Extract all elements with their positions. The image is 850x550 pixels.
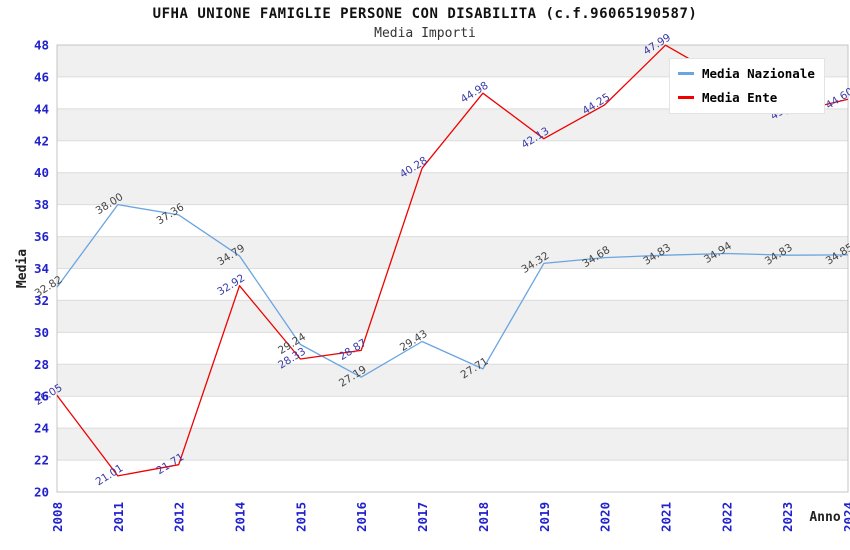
y-tick-label: 22 bbox=[34, 453, 49, 468]
y-tick-label: 26 bbox=[34, 389, 49, 404]
y-tick-label: 38 bbox=[34, 197, 49, 212]
plot-bands bbox=[57, 45, 848, 492]
chart-title: UFHA UNIONE FAMIGLIE PERSONE CON DISABIL… bbox=[152, 6, 698, 22]
x-tick-label: 2022 bbox=[719, 502, 734, 532]
y-tick-label: 36 bbox=[34, 229, 49, 244]
legend-swatch-nazionale-icon bbox=[678, 72, 694, 75]
y-tick-label: 32 bbox=[34, 293, 49, 308]
series-line-media-nazionale bbox=[56, 203, 849, 378]
chart-legend: Media Nazionale Media Ente bbox=[669, 58, 825, 114]
legend-item-media-nazionale: Media Nazionale bbox=[678, 66, 815, 81]
x-axis-ticks: 2008 2011 2012 2014 2015 2016 2017 2018 2019 2020… bbox=[50, 502, 850, 532]
y-tick-label: 24 bbox=[34, 421, 49, 436]
legend-item-media-ente: Media Ente bbox=[678, 90, 815, 105]
legend-label-ente: Media Ente bbox=[702, 90, 778, 105]
x-tick-label: 2008 bbox=[50, 502, 65, 532]
x-tick-label: 2016 bbox=[354, 502, 369, 532]
y-tick-label: 48 bbox=[34, 38, 49, 53]
legend-label-nazionale: Media Nazionale bbox=[702, 66, 815, 81]
y-tick-label: 20 bbox=[34, 485, 49, 500]
x-tick-label: 2012 bbox=[172, 502, 187, 532]
y-tick-label: 34 bbox=[34, 261, 49, 276]
x-tick-label: 2015 bbox=[293, 502, 308, 532]
y-tick-label: 40 bbox=[34, 165, 49, 180]
y-tick-label: 44 bbox=[34, 101, 49, 116]
x-tick-label: 2011 bbox=[111, 502, 126, 532]
x-tick-label: 2018 bbox=[476, 502, 491, 532]
x-tick-label: 2024 bbox=[841, 502, 850, 532]
x-tick-label: 2021 bbox=[658, 502, 673, 532]
x-axis-title: Anno bbox=[809, 510, 840, 525]
y-tick-label: 42 bbox=[34, 133, 49, 148]
chart-subtitle: Media Importi bbox=[374, 26, 476, 41]
x-tick-label: 2017 bbox=[415, 502, 430, 532]
x-tick-label: 2019 bbox=[537, 502, 552, 532]
plot-border bbox=[56, 44, 849, 493]
y-tick-label: 28 bbox=[34, 357, 49, 372]
x-tick-label: 2020 bbox=[598, 502, 613, 532]
legend-swatch-ente-icon bbox=[678, 96, 694, 99]
x-tick-label: 2023 bbox=[780, 502, 795, 532]
y-axis-ticks: 20 22 24 26 28 30 32 34 36 38 40 42 44 46 48 bbox=[34, 38, 49, 500]
y-tick-label: 46 bbox=[34, 69, 49, 84]
y-axis-title: Media bbox=[15, 249, 30, 288]
y-tick-label: 30 bbox=[34, 325, 49, 340]
x-tick-label: 2014 bbox=[233, 502, 248, 532]
